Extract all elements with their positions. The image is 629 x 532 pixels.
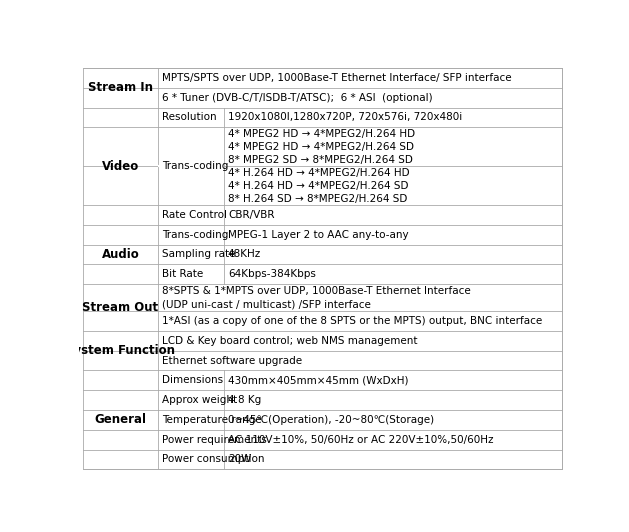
Text: Ethernet software upgrade: Ethernet software upgrade (162, 355, 303, 365)
Text: 8* H.264 SD → 8*MPEG2/H.264 SD: 8* H.264 SD → 8*MPEG2/H.264 SD (228, 194, 408, 204)
Text: Trans-coding: Trans-coding (162, 230, 228, 240)
Text: 48KHz: 48KHz (228, 250, 261, 260)
Text: Approx weight: Approx weight (162, 395, 237, 405)
Text: 20W: 20W (228, 454, 252, 464)
Text: MPEG-1 Layer 2 to AAC any-to-any: MPEG-1 Layer 2 to AAC any-to-any (228, 230, 409, 240)
Text: 0~45℃(Operation), -20~80℃(Storage): 0~45℃(Operation), -20~80℃(Storage) (228, 415, 434, 425)
Text: Stream Out: Stream Out (82, 301, 159, 314)
Text: Rate Control: Rate Control (162, 210, 227, 220)
Text: Audio: Audio (101, 248, 139, 261)
Text: Video: Video (102, 160, 139, 173)
Text: 4* MPEG2 HD → 4*MPEG2/H.264 HD: 4* MPEG2 HD → 4*MPEG2/H.264 HD (228, 129, 415, 139)
Text: AC 110V±10%, 50/60Hz or AC 220V±10%,50/60Hz: AC 110V±10%, 50/60Hz or AC 220V±10%,50/6… (228, 435, 493, 445)
Text: 4* MPEG2 HD → 4*MPEG2/H.264 SD: 4* MPEG2 HD → 4*MPEG2/H.264 SD (228, 142, 414, 152)
Text: 6 * Tuner (DVB-C/T/ISDB-T/ATSC);  6 * ASI  (optional): 6 * Tuner (DVB-C/T/ISDB-T/ATSC); 6 * ASI… (162, 93, 433, 103)
Text: 64Kbps-384Kbps: 64Kbps-384Kbps (228, 269, 316, 279)
Text: Temperature range: Temperature range (162, 415, 262, 425)
Text: 8*SPTS & 1*MPTS over UDP, 1000Base-T Ethernet Interface: 8*SPTS & 1*MPTS over UDP, 1000Base-T Eth… (162, 286, 471, 296)
Text: Resolution: Resolution (162, 112, 217, 122)
Text: Sampling rate: Sampling rate (162, 250, 236, 260)
Text: 4.8 Kg: 4.8 Kg (228, 395, 261, 405)
Text: LCD & Key board control; web NMS management: LCD & Key board control; web NMS managem… (162, 336, 418, 346)
Text: System Function: System Function (65, 344, 175, 357)
Text: MPTS/SPTS over UDP, 1000Base-T Ethernet Interface/ SFP interface: MPTS/SPTS over UDP, 1000Base-T Ethernet … (162, 73, 512, 83)
Text: (UDP uni-cast / multicast) /SFP interface: (UDP uni-cast / multicast) /SFP interfac… (162, 300, 371, 309)
Text: General: General (94, 413, 147, 427)
Text: 4* H.264 HD → 4*MPEG2/H.264 HD: 4* H.264 HD → 4*MPEG2/H.264 HD (228, 168, 409, 178)
Text: 1920x1080I,1280x720P, 720x576i, 720x480i: 1920x1080I,1280x720P, 720x576i, 720x480i (228, 112, 462, 122)
Text: Power requirements: Power requirements (162, 435, 267, 445)
Text: Trans-coding: Trans-coding (162, 161, 228, 171)
Text: 1*ASI (as a copy of one of the 8 SPTS or the MPTS) output, BNC interface: 1*ASI (as a copy of one of the 8 SPTS or… (162, 316, 542, 326)
Text: Stream In: Stream In (88, 81, 153, 94)
Text: Dimensions: Dimensions (162, 375, 223, 385)
Text: 4* H.264 HD → 4*MPEG2/H.264 SD: 4* H.264 HD → 4*MPEG2/H.264 SD (228, 180, 408, 190)
Text: Power consumption: Power consumption (162, 454, 265, 464)
Text: Bit Rate: Bit Rate (162, 269, 203, 279)
Text: 430mm×405mm×45mm (WxDxH): 430mm×405mm×45mm (WxDxH) (228, 375, 408, 385)
Text: 8* MPEG2 SD → 8*MPEG2/H.264 SD: 8* MPEG2 SD → 8*MPEG2/H.264 SD (228, 155, 413, 165)
Text: CBR/VBR: CBR/VBR (228, 210, 274, 220)
